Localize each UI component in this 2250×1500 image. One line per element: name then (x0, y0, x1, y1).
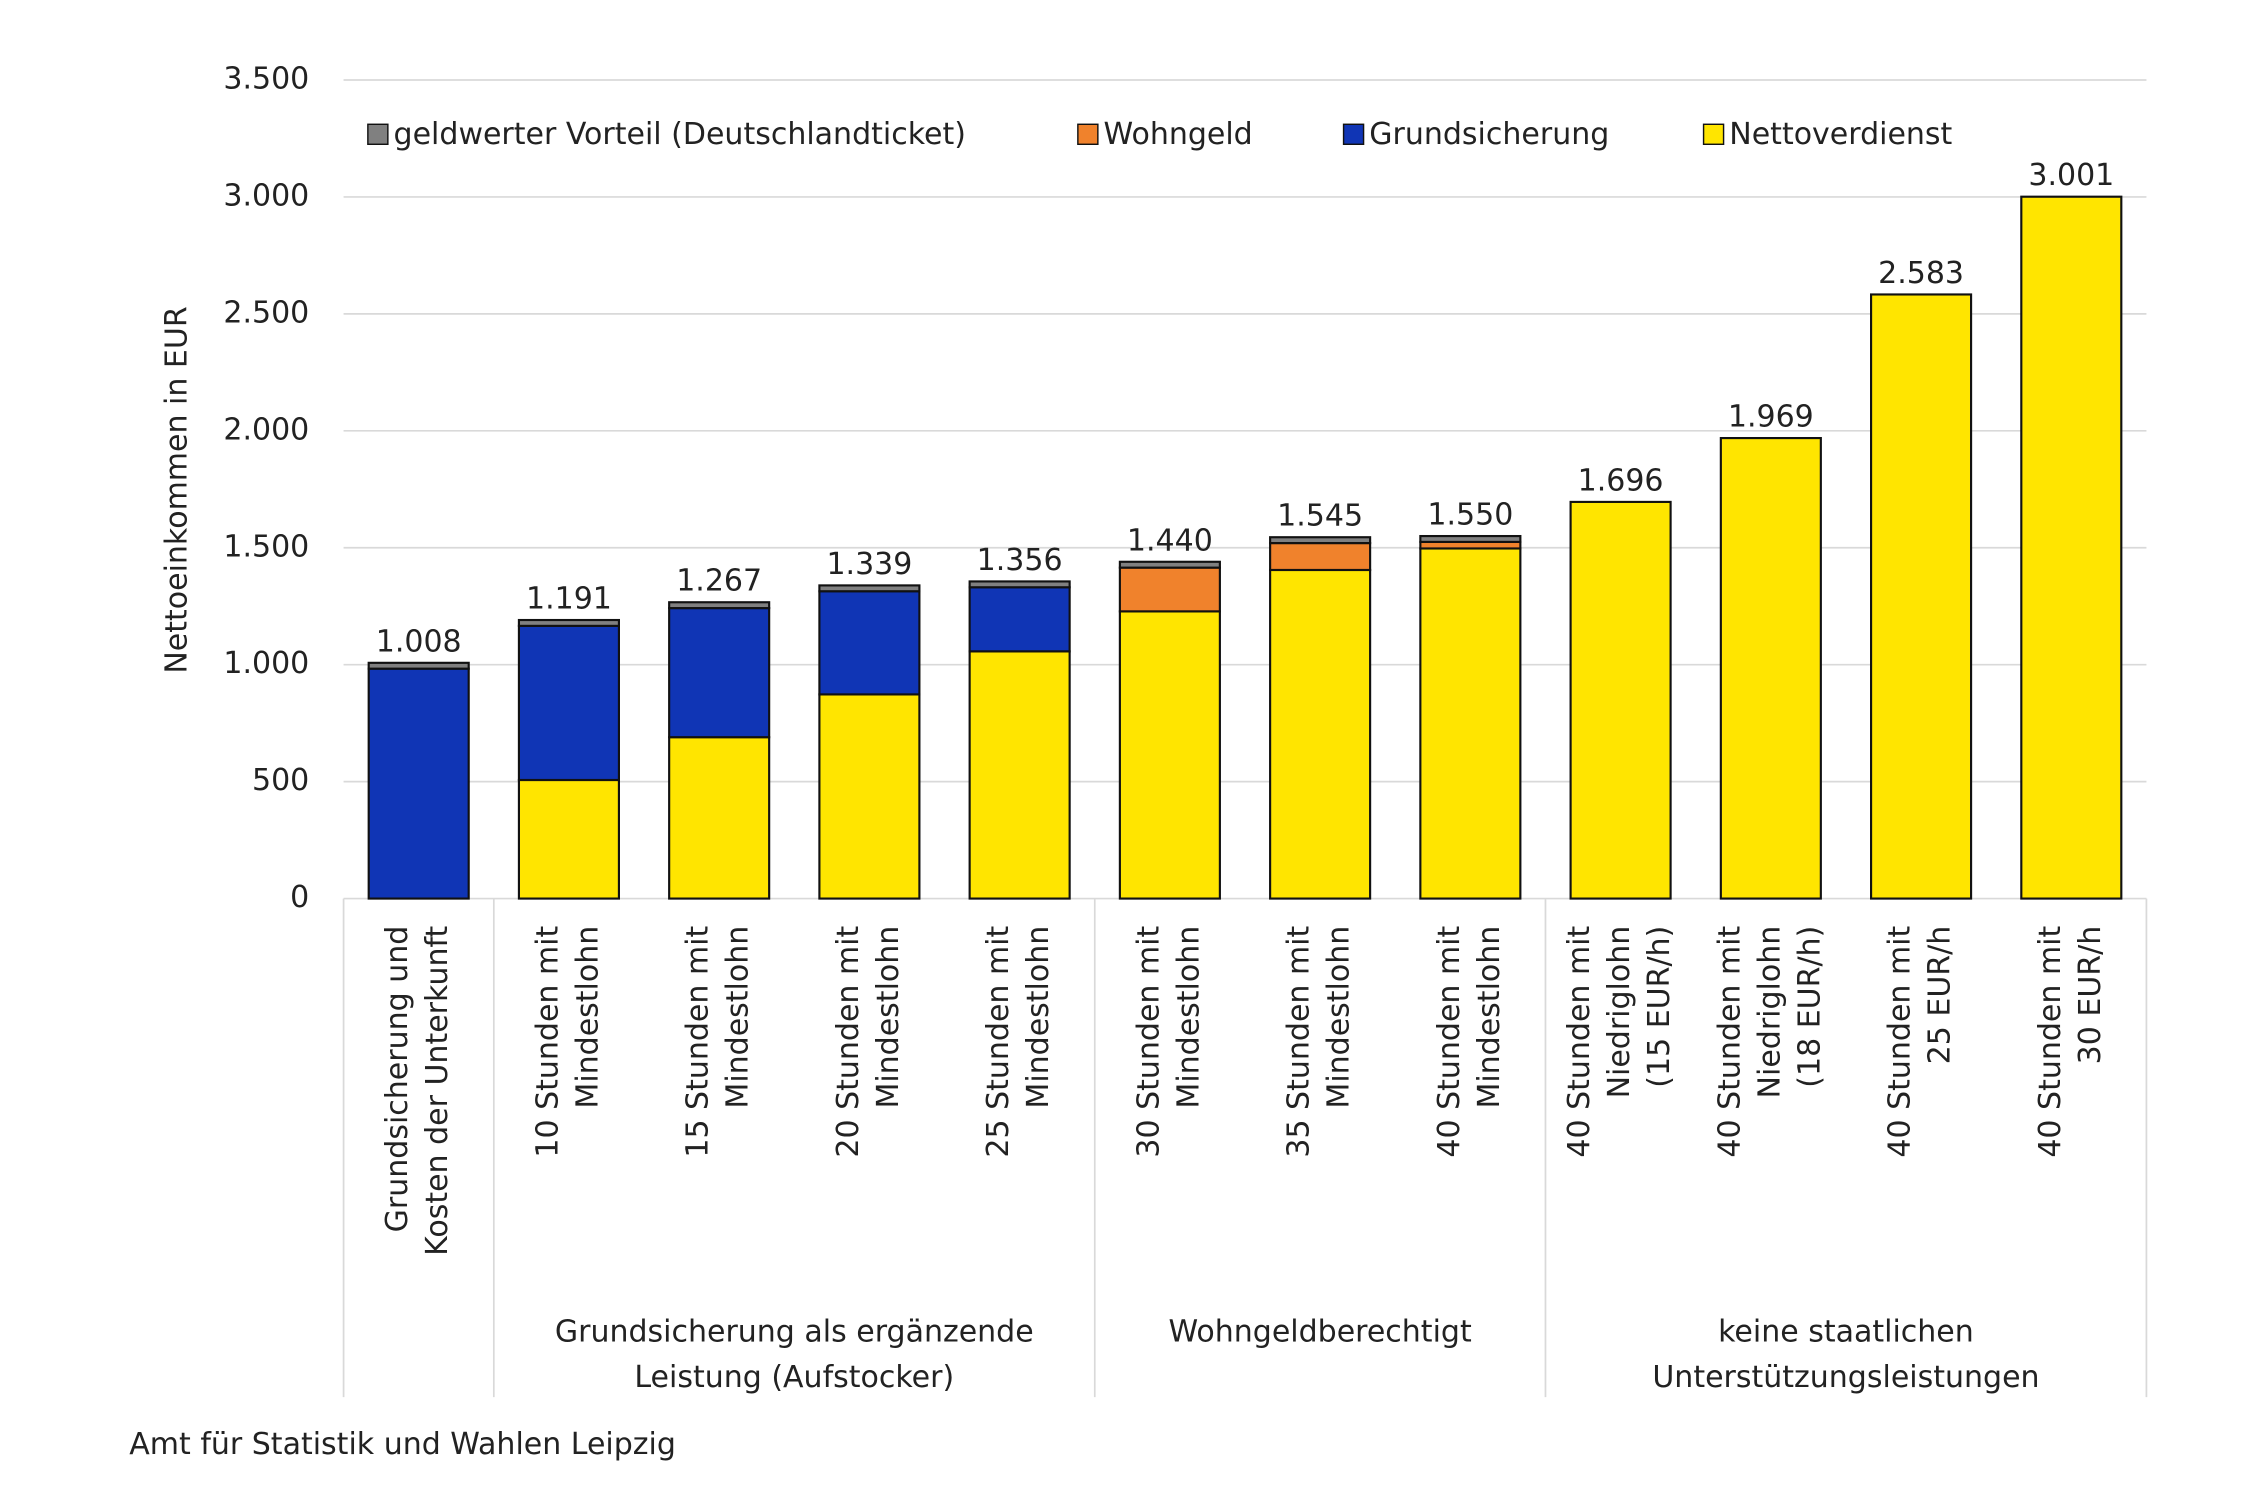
bar-segment (1118, 566, 1221, 613)
x-tick-label: 40 Stunden mit (1883, 925, 1918, 1157)
bar-segment (2020, 195, 2123, 900)
legend-swatch (1077, 123, 1099, 145)
x-tick-label: Mindestlohn (871, 926, 906, 1109)
bar-segment (1269, 542, 1372, 572)
y-tick-label: 500 (252, 763, 309, 798)
x-tick-label: Niedriglohn (1602, 926, 1637, 1099)
x-tick-label: 15 Stunden mit (681, 925, 716, 1157)
y-tick-label: 0 (290, 880, 309, 915)
x-tick-label: Niedriglohn (1752, 926, 1787, 1099)
bar-segment (517, 618, 620, 627)
x-tick-label: Mindestlohn (1472, 926, 1507, 1109)
total-label: 1.356 (977, 543, 1063, 578)
bar-segment (1269, 568, 1372, 900)
bar-segment (968, 586, 1071, 653)
total-label: 1.545 (1277, 499, 1363, 534)
x-tick-label: 40 Stunden mit (1562, 925, 1597, 1157)
bar-segment (1118, 610, 1221, 900)
x-tick-label: Mindestlohn (721, 926, 756, 1109)
x-tick-label: 40 Stunden mit (2033, 925, 2068, 1157)
bar-segment (1269, 536, 1372, 545)
x-tick-label: 10 Stunden mit (530, 925, 565, 1157)
total-label: 1.008 (376, 624, 462, 659)
y-tick-label: 3.000 (223, 178, 309, 213)
group-label: keine staatlichen (1718, 1314, 1974, 1349)
group-label: Leistung (Aufstocker) (634, 1360, 954, 1395)
x-tick-label: 25 Stunden mit (981, 925, 1016, 1157)
bar-segment (367, 661, 470, 670)
bar-segment (968, 650, 1071, 900)
total-label: 2.583 (1878, 256, 1964, 291)
x-tick-label: Mindestlohn (1021, 926, 1056, 1109)
bar-segment (1870, 293, 1973, 900)
x-tick-label: (15 EUR/h) (1642, 926, 1677, 1088)
x-tick-label: Mindestlohn (1322, 926, 1357, 1109)
x-tick-label: 25 EUR/h (1923, 926, 1958, 1065)
legend-label: geldwerter Vorteil (Deutschlandticket) (394, 117, 966, 152)
group-label: Grundsicherung als ergänzende (555, 1314, 1034, 1349)
bar-segment (818, 693, 921, 900)
bar-segment (517, 778, 620, 900)
x-tick-label: Kosten der Unterkunft (420, 925, 455, 1255)
bar-segment (1569, 500, 1672, 900)
source: Amt für Statistik und Wahlen Leipzig (129, 1427, 676, 1462)
bar-segment (1118, 560, 1221, 569)
x-tick-label: 35 Stunden mit (1282, 925, 1317, 1157)
total-label: 1.339 (826, 547, 912, 582)
legend-swatch (1702, 123, 1725, 145)
y-tick-label: 1.000 (223, 646, 309, 681)
total-label: 1.440 (1127, 523, 1213, 558)
y-tick-label: 2.000 (223, 412, 309, 447)
group-label: Wohngeldberechtigt (1169, 1314, 1472, 1349)
total-label: 1.550 (1427, 498, 1513, 533)
bar-segment (1419, 534, 1522, 543)
bar-segment (668, 607, 771, 739)
x-tick-label: (18 EUR/h) (1792, 926, 1827, 1088)
y-axis-label: Nettoeinkommen in EUR (159, 306, 194, 673)
total-label: 1.267 (676, 564, 762, 599)
bar-segment (1419, 547, 1522, 900)
bar-segment (1719, 436, 1822, 900)
total-label: 1.969 (1728, 400, 1814, 435)
x-tick-label: 20 Stunden mit (831, 925, 866, 1157)
legend-swatch (367, 123, 389, 145)
bar-segment (668, 736, 771, 900)
bar-segment (968, 580, 1071, 589)
x-tick-label: Mindestlohn (570, 926, 605, 1109)
y-tick-label: 3.500 (223, 62, 309, 97)
x-tick-label: Mindestlohn (1171, 926, 1206, 1109)
legend-swatch (1342, 123, 1365, 145)
x-tick-label: 30 Stunden mit (1131, 925, 1166, 1157)
legend-label: Wohngeld (1104, 117, 1253, 152)
x-tick-label: Grundsicherung und (380, 926, 415, 1233)
x-tick-label: 30 EUR/h (2073, 926, 2108, 1065)
bar-segment (818, 584, 921, 593)
x-tick-label: 40 Stunden mit (1712, 925, 1747, 1157)
x-tick-label: 40 Stunden mit (1432, 925, 1467, 1157)
legend-label: Grundsicherung (1369, 117, 1609, 152)
total-label: 3.001 (2028, 158, 2114, 193)
bar-segment (668, 601, 771, 610)
legend-label: Nettoverdienst (1729, 117, 1952, 152)
bar-segment (517, 624, 620, 782)
bar-segment (818, 590, 921, 696)
total-label: 1.696 (1578, 463, 1664, 498)
bar-segment (367, 667, 470, 900)
total-label: 1.191 (526, 582, 612, 617)
y-tick-label: 2.500 (223, 295, 309, 330)
y-tick-label: 1.500 (223, 529, 309, 564)
group-label: Unterstützungsleistungen (1652, 1360, 2039, 1395)
